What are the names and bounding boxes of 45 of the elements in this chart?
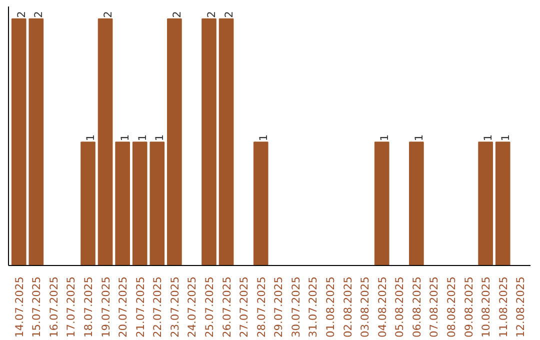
x-tick-label: 11.08.2025 <box>496 276 510 338</box>
x-tick-label: 14.07.2025 <box>12 276 26 338</box>
x-tick-label: 08.08.2025 <box>444 276 458 338</box>
x-tick-label: 06.08.2025 <box>410 276 424 338</box>
data-label: 1 <box>378 134 391 142</box>
x-tick-label: 20.07.2025 <box>116 276 130 338</box>
x-tick-label: 31.07.2025 <box>306 276 320 338</box>
x-tick-label: 18.07.2025 <box>82 276 96 338</box>
x-tick-label: 28.07.2025 <box>254 276 268 338</box>
data-label: 1 <box>118 134 132 142</box>
x-tick-label: 07.08.2025 <box>428 276 441 338</box>
x-tick-label: 17.07.2025 <box>64 276 78 338</box>
x-tick-label: 23.07.2025 <box>168 276 182 338</box>
x-tick-label: 27.07.2025 <box>238 276 251 338</box>
data-label: 1 <box>136 134 149 142</box>
x-tick-label: 25.07.2025 <box>203 276 216 338</box>
x-tick-label: 15.07.2025 <box>30 276 44 338</box>
data-label: 2 <box>14 11 28 18</box>
data-label: 1 <box>412 134 426 142</box>
x-tick-label: 02.08.2025 <box>341 276 354 338</box>
x-tick-label: 24.07.2025 <box>186 276 199 338</box>
x-tick-label: 09.08.2025 <box>462 276 476 338</box>
data-label: 1 <box>256 134 270 142</box>
x-tick-label: 05.08.2025 <box>393 276 406 338</box>
x-tick-label: 21.07.2025 <box>134 276 147 338</box>
x-tick-label: 29.07.2025 <box>272 276 286 338</box>
x-tick-label: 01.08.2025 <box>324 276 337 338</box>
data-label: 1 <box>153 134 166 142</box>
x-tick-label: 22.07.2025 <box>151 276 164 338</box>
x-tick-label: 12.08.2025 <box>514 276 528 338</box>
x-tick-label: 30.07.2025 <box>289 276 302 338</box>
x-tick-label: 10.08.2025 <box>480 276 493 338</box>
data-label: 2 <box>170 11 184 18</box>
data-label: 2 <box>205 11 218 18</box>
x-tick-label: 03.08.2025 <box>358 276 372 338</box>
data-label: 1 <box>84 134 98 142</box>
data-label: 1 <box>482 134 495 142</box>
x-tick-label: 26.07.2025 <box>220 276 234 338</box>
x-tick-label: 16.07.2025 <box>47 276 60 338</box>
data-label: 2 <box>101 11 114 18</box>
x-tick-label: 19.07.2025 <box>99 276 112 338</box>
x-tick-label: 04.08.2025 <box>376 276 389 338</box>
data-label: 1 <box>498 134 512 142</box>
data-label: 2 <box>222 11 236 18</box>
data-label: 2 <box>32 11 46 18</box>
